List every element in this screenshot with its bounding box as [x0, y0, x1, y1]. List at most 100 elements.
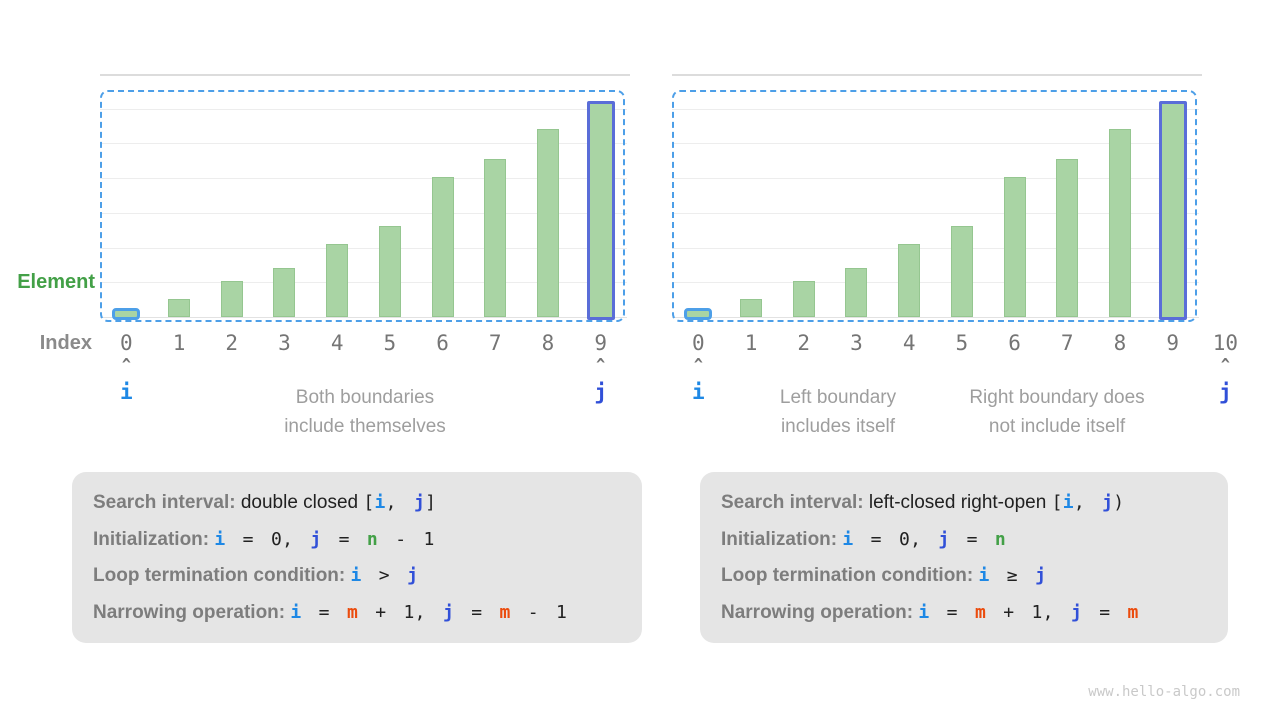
index-value: 0: [120, 331, 133, 355]
bar: [740, 298, 763, 317]
legend-segment-m: m: [1127, 601, 1139, 623]
bar: [950, 225, 973, 317]
index-value: 3: [278, 331, 291, 355]
index-value: 2: [797, 331, 811, 355]
legend-line: Search interval: double closed [i, j]: [93, 485, 624, 522]
index-value: 3: [850, 331, 863, 355]
annotation-line: includes itself: [780, 416, 896, 437]
gridline: [672, 282, 1199, 284]
marker-i-label: i: [692, 380, 705, 404]
gridline: [100, 282, 627, 284]
legend-segment-code: - 1: [510, 601, 568, 623]
legend-segment-lbl: Search interval:: [93, 492, 241, 513]
legend-segment-i: i: [978, 565, 990, 586]
index-value: 8: [541, 331, 555, 355]
legend-segment-lbl: Loop termination condition:: [721, 565, 979, 586]
legend-segment-plain: double closed: [240, 492, 364, 513]
legend-segment-code: =: [301, 601, 347, 623]
chart-top-line: [100, 74, 630, 76]
dashed-interval-box: [672, 90, 1197, 322]
legend-segment-code: =: [454, 601, 500, 623]
legend-line: Narrowing operation: i = m + 1, j = m - …: [93, 595, 624, 632]
legend-line: Narrowing operation: i = m + 1, j = m: [721, 595, 1210, 632]
legend-segment-i: i: [918, 601, 930, 623]
bar-highlight-j: [1158, 101, 1187, 320]
legend-segment-code: >: [361, 565, 408, 586]
legend-segment-code: ≥: [989, 565, 1036, 586]
legend-segment-m: m: [499, 601, 511, 623]
bar: [792, 280, 815, 317]
legend-segment-code: = 0,: [853, 528, 939, 550]
bar-highlight-j: [586, 101, 615, 320]
legend-segment-code: [: [1051, 492, 1063, 513]
bar: [220, 280, 243, 317]
gridline: [672, 178, 1199, 180]
legend-line: Loop termination condition: i > j: [93, 558, 624, 595]
legend-segment-lbl: Search interval:: [721, 492, 869, 513]
index-value: 1: [172, 331, 186, 355]
legend-segment-n: n: [994, 528, 1007, 550]
annotation-right-boundary: Right boundary does not include itself: [969, 383, 1144, 441]
legend-line: Initialization: i = 0, j = n: [721, 522, 1210, 559]
x-axis-baseline: [100, 317, 627, 318]
index-value: 2: [225, 331, 239, 355]
index-value: 4: [902, 331, 916, 355]
legend-segment-code: ,: [1073, 492, 1103, 513]
legend-segment-lbl: Loop termination condition:: [93, 565, 351, 586]
legend-segment-lbl: Initialization:: [721, 528, 843, 550]
legend-segment-i: i: [214, 528, 226, 550]
index-value: 7: [1060, 331, 1074, 355]
legend-segment-m: m: [974, 601, 987, 623]
legend-segment-code: =: [321, 528, 367, 550]
bar: [1108, 128, 1131, 317]
legend-segment-code: [: [363, 492, 375, 513]
legend-segment-i: i: [1062, 492, 1074, 513]
bar: [1003, 177, 1026, 317]
marker-i-label: i: [120, 380, 133, 404]
up-caret-icon: ^: [693, 355, 703, 375]
index-value: 5: [955, 331, 969, 355]
bar: [1056, 159, 1079, 317]
index-value: 7: [488, 331, 502, 355]
gridline: [672, 108, 1199, 110]
legend-segment-code: ]: [425, 492, 437, 513]
legend-segment-j: j: [938, 528, 950, 550]
legend-segment-code: =: [929, 601, 975, 623]
legend-segment-lbl: Narrowing operation:: [93, 601, 291, 623]
legend-segment-j: j: [407, 565, 419, 586]
legend-segment-i: i: [374, 492, 386, 513]
bar: [326, 244, 349, 317]
index-value: 9: [594, 331, 607, 355]
legend-line: Initialization: i = 0, j = n - 1: [93, 522, 624, 559]
bar: [378, 225, 401, 317]
bar: [845, 268, 868, 317]
gridline: [672, 212, 1199, 214]
legend-segment-lbl: Initialization:: [93, 528, 215, 550]
index-axis-label: Index: [39, 332, 92, 354]
legend-segment-j: j: [310, 528, 322, 550]
marker-j-label: j: [594, 380, 607, 404]
legend-segment-j: j: [1102, 492, 1114, 513]
gridline: [672, 143, 1199, 145]
bar: [484, 159, 507, 317]
up-caret-icon: ^: [121, 355, 131, 375]
bar: [168, 298, 191, 317]
up-caret-icon: ^: [1220, 355, 1230, 375]
index-value: 5: [383, 331, 397, 355]
annotation-line: Left boundary: [779, 387, 897, 408]
legend-segment-code: ): [1113, 492, 1125, 513]
legend-segment-code: =: [949, 528, 995, 550]
index-value: 8: [1113, 331, 1127, 355]
chart-top-line: [672, 74, 1202, 76]
gridline: [100, 143, 627, 145]
index-value: 10: [1212, 331, 1238, 355]
index-value: 9: [1166, 331, 1179, 355]
legend-line: Search interval: left-closed right-open …: [721, 485, 1210, 522]
legend-segment-n: n: [366, 528, 379, 550]
annotation-line: include themselves: [284, 416, 446, 437]
index-value: 6: [436, 331, 449, 355]
gridline: [672, 247, 1199, 249]
bar: [536, 128, 559, 317]
bar: [431, 177, 454, 317]
